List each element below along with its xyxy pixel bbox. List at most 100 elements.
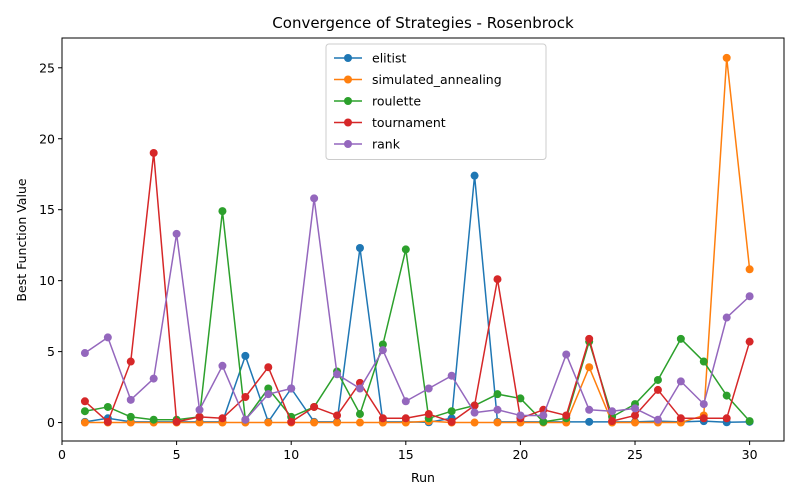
series-tournament	[80, 148, 754, 426]
legend-label: simulated_annealing	[372, 72, 502, 87]
data-point	[539, 417, 548, 426]
data-point	[126, 412, 135, 421]
data-point	[676, 334, 685, 343]
legend-item-elitist: elitist	[334, 51, 407, 66]
data-point	[218, 361, 227, 370]
data-point	[218, 414, 227, 423]
data-point	[195, 405, 204, 414]
y-tick-label: 25	[39, 60, 55, 75]
data-point	[745, 265, 754, 274]
data-point	[80, 418, 89, 427]
legend-label: rank	[372, 137, 401, 152]
data-point	[355, 410, 364, 419]
data-point	[493, 390, 502, 399]
data-point	[401, 397, 410, 406]
x-tick-label: 25	[627, 447, 643, 462]
x-tick-label: 10	[283, 447, 299, 462]
data-point	[424, 410, 433, 419]
data-point	[241, 393, 250, 402]
data-point	[241, 415, 250, 424]
series-line	[84, 197, 751, 421]
data-point	[126, 357, 135, 366]
data-point	[493, 275, 502, 284]
data-point	[631, 404, 640, 413]
data-point	[103, 333, 112, 342]
data-point	[539, 411, 548, 420]
data-point	[447, 417, 456, 426]
data-point	[722, 313, 731, 322]
data-point	[264, 390, 273, 399]
data-point	[401, 245, 410, 254]
data-point	[355, 244, 364, 253]
data-point	[699, 414, 708, 423]
legend-marker	[344, 118, 352, 127]
data-point	[722, 53, 731, 62]
data-point	[585, 417, 594, 426]
data-point	[676, 377, 685, 386]
series-rank	[80, 194, 754, 424]
data-point	[355, 384, 364, 393]
data-point	[333, 370, 342, 379]
data-point	[745, 337, 754, 346]
data-point	[653, 415, 662, 424]
legend-marker	[344, 140, 352, 148]
data-point	[80, 349, 89, 358]
y-tick-label: 20	[39, 131, 55, 146]
data-point	[287, 417, 296, 426]
data-point	[218, 207, 227, 216]
data-point	[103, 417, 112, 426]
x-axis-ticks: 0 5 10 15 20 25 30	[58, 441, 758, 462]
legend-item-simulated_annealing: simulated_annealing	[334, 72, 502, 87]
data-point	[264, 418, 273, 427]
data-point	[80, 407, 89, 416]
data-point	[585, 363, 594, 372]
legend-item-roulette: roulette	[334, 94, 421, 109]
y-axis-label: Best Function Value	[14, 178, 29, 301]
y-tick-label: 10	[39, 273, 55, 288]
data-point	[149, 148, 158, 157]
data-point	[562, 350, 571, 359]
legend-marker	[344, 97, 352, 105]
data-point	[470, 401, 479, 410]
data-point	[562, 411, 571, 420]
data-point	[653, 375, 662, 384]
legend: elitist simulated_annealing roulette tourna…	[325, 43, 547, 160]
y-tick-label: 5	[47, 344, 55, 359]
data-point	[149, 374, 158, 383]
legend-item-rank: rank	[334, 137, 401, 152]
y-tick-label: 0	[47, 415, 55, 430]
data-point	[608, 407, 617, 416]
data-point	[333, 418, 342, 427]
data-point	[378, 346, 387, 355]
data-point	[172, 417, 181, 426]
data-point	[470, 408, 479, 417]
data-point	[722, 414, 731, 423]
y-axis-ticks: 0 5 10 15 20 25	[39, 60, 62, 430]
data-point	[149, 415, 158, 424]
data-point	[241, 351, 250, 360]
data-point	[333, 411, 342, 420]
chart-title: Convergence of Strategies - Rosenbrock	[272, 14, 574, 32]
plot-area	[80, 53, 754, 427]
data-point	[195, 412, 204, 421]
data-point	[355, 418, 364, 427]
data-point	[722, 391, 731, 400]
data-point	[585, 334, 594, 343]
data-point	[126, 395, 135, 404]
legend-marker	[344, 75, 352, 84]
data-point	[378, 414, 387, 423]
data-point	[493, 405, 502, 414]
data-point	[516, 411, 525, 420]
data-point	[585, 405, 594, 414]
data-point	[447, 371, 456, 380]
data-point	[493, 418, 502, 427]
data-point	[470, 418, 479, 427]
axes-frame	[61, 37, 785, 442]
data-point	[378, 340, 387, 349]
data-point	[401, 414, 410, 423]
data-point	[310, 194, 319, 203]
data-point	[310, 402, 319, 411]
data-point	[264, 384, 273, 393]
x-tick-label: 20	[512, 447, 528, 462]
